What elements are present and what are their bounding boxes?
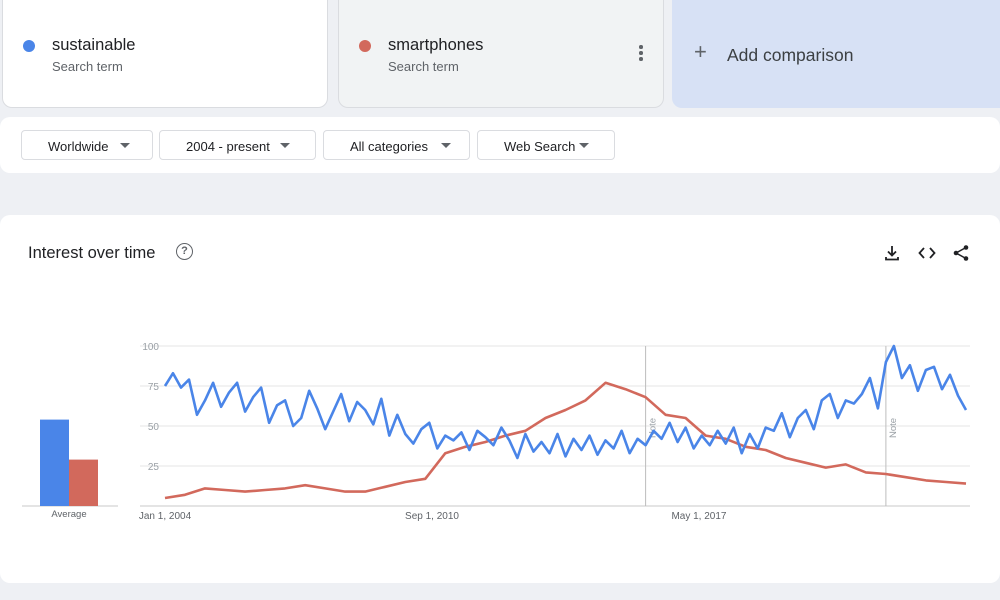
average-bar-smartphones: [69, 459, 98, 506]
y-tick-label: 25: [148, 462, 160, 473]
region-dropdown[interactable]: Worldwide: [21, 130, 153, 160]
search-term-card-sustainable[interactable]: sustainable Search term: [2, 0, 328, 108]
x-tick-label: May 1, 2017: [671, 511, 726, 522]
x-tick-label: Sep 1, 2010: [405, 511, 459, 522]
caret-down-icon: [280, 143, 290, 148]
term-name: smartphones: [388, 36, 484, 54]
note-label: Note: [648, 418, 659, 438]
caret-down-icon: [579, 143, 589, 148]
term-name: sustainable: [52, 36, 136, 54]
series-line-sustainable: [163, 344, 968, 460]
time-range-value: 2004 - present: [186, 139, 270, 154]
x-tick-label: Jan 1, 2004: [139, 511, 192, 522]
category-dropdown[interactable]: All categories: [323, 130, 470, 160]
time-range-dropdown[interactable]: 2004 - present: [159, 130, 316, 160]
y-tick-label: 75: [148, 382, 160, 393]
help-icon[interactable]: ?: [176, 243, 193, 260]
share-icon[interactable]: [951, 243, 971, 263]
filter-bar: Worldwide 2004 - present All categories …: [0, 117, 1000, 173]
series-line-smartphones: [164, 381, 967, 500]
search-term-card-smartphones[interactable]: smartphones Search term: [338, 0, 664, 108]
y-tick-label: 100: [142, 342, 159, 353]
interest-over-time-panel: Interest over time ? 25 50 75 100 Jan 1, 200…: [0, 215, 1000, 583]
plus-icon: +: [694, 39, 707, 64]
add-comparison-label: Add comparison: [727, 45, 854, 65]
search-type-value: Web Search: [504, 139, 576, 154]
series-color-dot: [23, 40, 35, 52]
embed-icon[interactable]: [917, 243, 937, 263]
average-bar-sustainable: [40, 419, 69, 506]
y-tick-label: 50: [148, 422, 160, 433]
term-subtitle: Search term: [52, 59, 123, 74]
interest-chart: 25 50 75 100 Jan 1, 2004 Sep 1, 2010 May 1, 20…: [22, 342, 970, 522]
more-vert-icon[interactable]: [639, 45, 643, 63]
series-color-dot: [359, 40, 371, 52]
note-label: Note: [888, 418, 899, 438]
term-subtitle: Search term: [388, 59, 459, 74]
panel-title: Interest over time: [28, 244, 156, 262]
caret-down-icon: [120, 143, 130, 148]
region-value: Worldwide: [48, 139, 109, 154]
average-label: Average: [51, 509, 87, 520]
caret-down-icon: [441, 143, 451, 148]
add-comparison-button[interactable]: + Add comparison: [672, 0, 1000, 108]
download-icon[interactable]: [882, 243, 902, 263]
category-value: All categories: [350, 139, 429, 154]
search-type-dropdown[interactable]: Web Search: [477, 130, 615, 160]
